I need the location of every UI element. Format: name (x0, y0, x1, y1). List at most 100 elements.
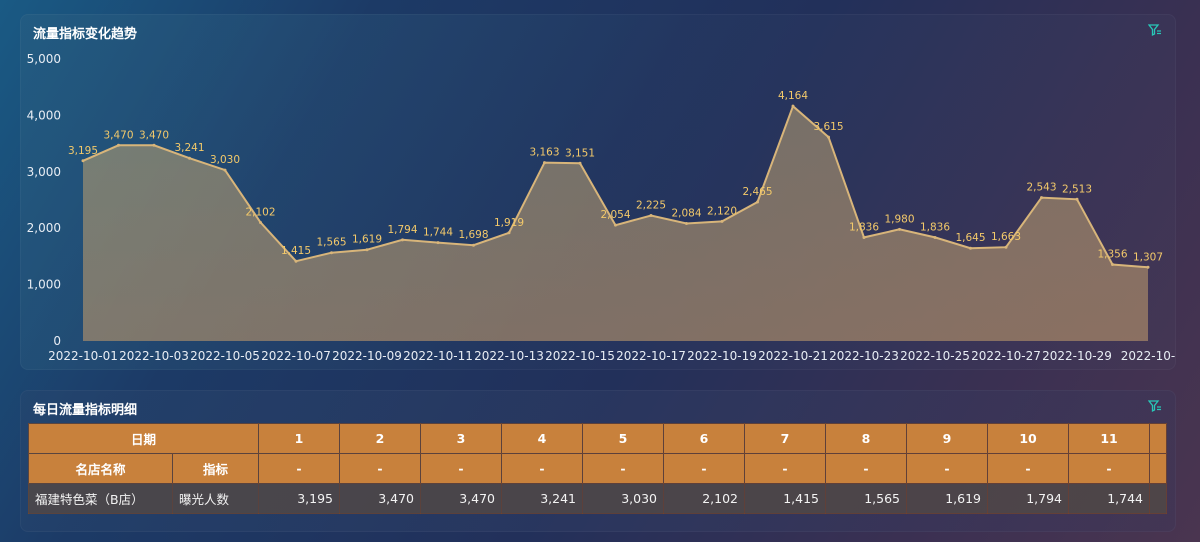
data-point (578, 161, 582, 165)
data-point (1075, 197, 1079, 201)
placeholder-cell: - (339, 453, 422, 484)
data-label: 2,543 (1026, 182, 1056, 194)
x-tick-label: 2022-10-07 (261, 349, 331, 363)
metric-header: 指标 (171, 453, 260, 484)
store-name-header: 名店名称 (28, 453, 173, 484)
value-cell: 1,415 (744, 483, 827, 514)
data-label: 3,470 (139, 129, 169, 141)
data-point (507, 231, 511, 235)
y-tick-label: 5,000 (27, 52, 61, 66)
data-point (188, 156, 191, 160)
day-header[interactable]: 11 (1068, 423, 1151, 454)
area-fill (83, 106, 1148, 341)
data-label: 1,836 (920, 221, 950, 233)
data-label: 1,836 (849, 221, 879, 233)
value-cell: 3,195 (258, 483, 341, 514)
placeholder-cell: - (744, 453, 827, 484)
data-label: 1,698 (458, 229, 488, 241)
x-tick-label: 2022-10-11 (403, 349, 473, 363)
filter-icon[interactable] (1148, 399, 1162, 413)
chart-panel-title: 流量指标变化趋势 (33, 27, 138, 42)
placeholder-cell: - (501, 453, 584, 484)
data-label: 1,307 (1133, 251, 1163, 263)
table-panel-title: 每日流量指标明细 (33, 403, 138, 418)
x-tick-label: 2022-10-09 (332, 349, 402, 363)
y-tick-label: 4,000 (27, 108, 61, 122)
x-tick-label: 2022-10-05 (190, 349, 260, 363)
table-row[interactable]: 福建特色菜（B店） 曝光人数 3,195 3,470 3,470 3,241 3… (28, 483, 1168, 514)
day-header[interactable]: 1 (258, 423, 341, 454)
date-header: 日期 (27, 423, 260, 454)
y-tick-label: 1,000 (27, 278, 61, 292)
placeholder-cell: - (582, 453, 665, 484)
data-label: 3,615 (813, 121, 843, 133)
value-cell: 3,241 (501, 483, 584, 514)
data-label: 1,663 (991, 231, 1021, 243)
x-tick-label: 2022-10-01 (48, 349, 118, 363)
placeholder-cell: - (420, 453, 503, 484)
data-label: 1,980 (884, 213, 914, 225)
placeholder-cell: - (1068, 453, 1151, 484)
data-label: 1,744 (423, 227, 453, 239)
data-label: 1,356 (1097, 249, 1127, 261)
data-label: 2,225 (636, 200, 666, 212)
overflow-cell (1149, 483, 1168, 514)
data-point (117, 143, 120, 147)
header-row-fields: 名店名称 指标 - - - - - - - - - - - (28, 453, 1168, 484)
y-tick-label: 3,000 (27, 165, 61, 179)
value-cell: 3,030 (582, 483, 665, 514)
data-point (330, 251, 333, 255)
data-label: 1,565 (316, 237, 346, 249)
placeholder-cell: - (987, 453, 1070, 484)
data-point (1146, 265, 1150, 269)
data-label: 1,415 (281, 245, 311, 257)
value-cell: 1,794 (987, 483, 1070, 514)
trend-area-chart: 0 1,000 2,000 3,000 4,000 5,000 3,195 3,470 3,47… (27, 52, 1176, 363)
x-tick-label: 2022-10-21 (758, 349, 828, 363)
day-header[interactable]: 2 (339, 423, 422, 454)
data-label: 2,513 (1062, 183, 1092, 195)
data-point (543, 161, 546, 165)
data-point (1040, 196, 1043, 200)
day-header[interactable]: 5 (582, 423, 665, 454)
placeholder-cell: - (906, 453, 989, 484)
data-point (791, 104, 795, 108)
data-point (969, 246, 972, 250)
data-point (436, 241, 440, 245)
data-label: 1,645 (955, 232, 985, 244)
data-label: 3,470 (103, 129, 133, 141)
data-label: 2,054 (600, 209, 630, 221)
day-header[interactable]: 10 (987, 423, 1070, 454)
data-point (1004, 245, 1008, 249)
x-tick-label: 2022-10-25 (900, 349, 970, 363)
y-tick-label: 2,000 (27, 221, 61, 235)
daily-detail-table: 日期 1 2 3 4 5 6 7 8 9 10 11 名店名称 指标 - - -… (27, 423, 1168, 514)
data-point (649, 214, 653, 218)
placeholder-cell: - (663, 453, 746, 484)
data-label: 4,164 (778, 90, 808, 102)
day-header[interactable]: 6 (663, 423, 746, 454)
day-header[interactable]: 3 (420, 423, 503, 454)
value-cell: 1,565 (825, 483, 908, 514)
overflow-header-cell (1149, 423, 1168, 454)
day-header[interactable]: 4 (501, 423, 584, 454)
x-tick-label: 2022-10- (1121, 349, 1175, 363)
header-row-dates: 日期 1 2 3 4 5 6 7 8 9 10 11 (27, 423, 1168, 454)
store-name-cell: 福建特色菜（B店） (28, 483, 173, 514)
filter-icon[interactable] (1148, 23, 1162, 37)
day-header[interactable]: 8 (825, 423, 908, 454)
day-header[interactable]: 9 (906, 423, 989, 454)
data-point (756, 200, 759, 204)
x-tick-label: 2022-10-19 (687, 349, 757, 363)
x-tick-label: 2022-10-27 (971, 349, 1041, 363)
data-label: 3,195 (68, 145, 98, 157)
data-point (614, 223, 617, 227)
x-tick-label: 2022-10-29 (1042, 349, 1112, 363)
trend-chart-panel: 流量指标变化趋势 0 1,000 2,000 3,000 4,000 5,000 3,195… (20, 14, 1176, 370)
day-header[interactable]: 7 (744, 423, 827, 454)
daily-detail-panel: 每日流量指标明细 日期 1 2 3 4 5 6 7 8 9 10 11 名店 (20, 390, 1176, 532)
data-point (827, 135, 830, 139)
value-cell: 3,470 (339, 483, 422, 514)
data-label: 3,151 (565, 147, 595, 159)
data-point (472, 243, 475, 247)
